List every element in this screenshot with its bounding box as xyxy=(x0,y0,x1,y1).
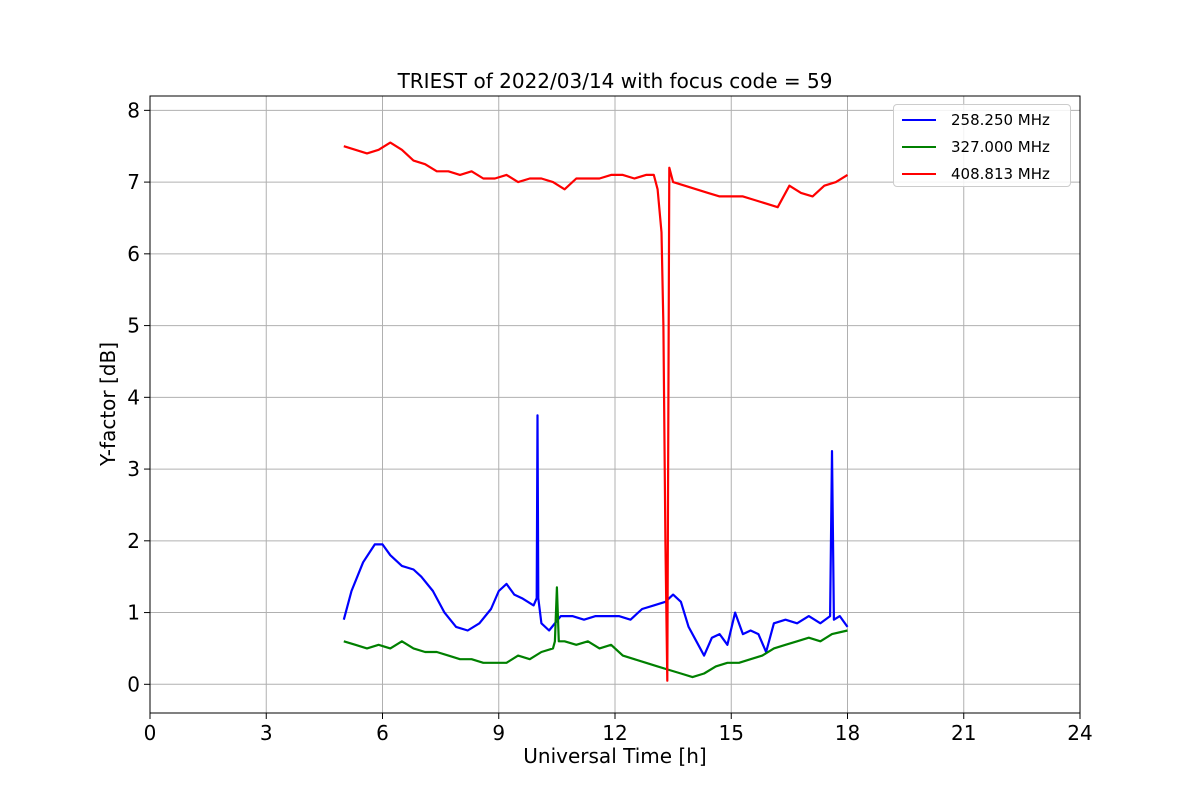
series-line-1 xyxy=(343,586,848,679)
x-tick-label: 3 xyxy=(260,721,273,745)
y-tick-label: 6 xyxy=(127,242,140,266)
x-tick-label: 21 xyxy=(951,721,976,745)
legend-swatch xyxy=(902,173,936,175)
legend-label: 408.813 MHz xyxy=(951,165,1050,183)
legend-label: 327.000 MHz xyxy=(951,138,1050,156)
chart-title: TRIEST of 2022/03/14 with focus code = 5… xyxy=(397,69,833,93)
x-tick-label: 6 xyxy=(376,721,389,745)
legend-swatch xyxy=(902,146,936,148)
legend-item: 258.250 MHz xyxy=(894,107,1070,133)
series-line-2 xyxy=(343,141,849,682)
legend-item: 408.813 MHz xyxy=(894,161,1070,187)
x-axis-label: Universal Time [h] xyxy=(523,744,706,768)
y-axis-label: Y-factor [dB] xyxy=(96,342,120,467)
x-tick-label: 0 xyxy=(144,721,157,745)
legend-swatch xyxy=(902,119,936,121)
series-line-0 xyxy=(342,414,849,657)
legend: 258.250 MHz 327.000 MHz 408.813 MHz xyxy=(893,104,1071,187)
x-tick-label: 15 xyxy=(719,721,744,745)
legend-item: 327.000 MHz xyxy=(894,134,1070,160)
x-axis-ticks: 0 3 6 9 12 15 18 21 24 xyxy=(144,713,1093,745)
y-tick-label: 7 xyxy=(127,170,140,194)
y-tick-label: 2 xyxy=(127,529,140,553)
x-tick-label: 12 xyxy=(602,721,627,745)
y-tick-label: 0 xyxy=(127,672,140,696)
y-tick-label: 8 xyxy=(127,98,140,122)
x-tick-label: 9 xyxy=(492,721,505,745)
y-tick-label: 3 xyxy=(127,457,140,481)
series-lines xyxy=(342,141,849,682)
y-axis-ticks: 0 1 2 3 4 5 6 7 8 xyxy=(127,98,150,696)
y-tick-label: 1 xyxy=(127,601,140,625)
x-tick-label: 24 xyxy=(1067,721,1092,745)
x-tick-label: 18 xyxy=(835,721,860,745)
y-tick-label: 5 xyxy=(127,314,140,338)
legend-label: 258.250 MHz xyxy=(951,111,1050,129)
y-tick-label: 4 xyxy=(127,385,140,409)
